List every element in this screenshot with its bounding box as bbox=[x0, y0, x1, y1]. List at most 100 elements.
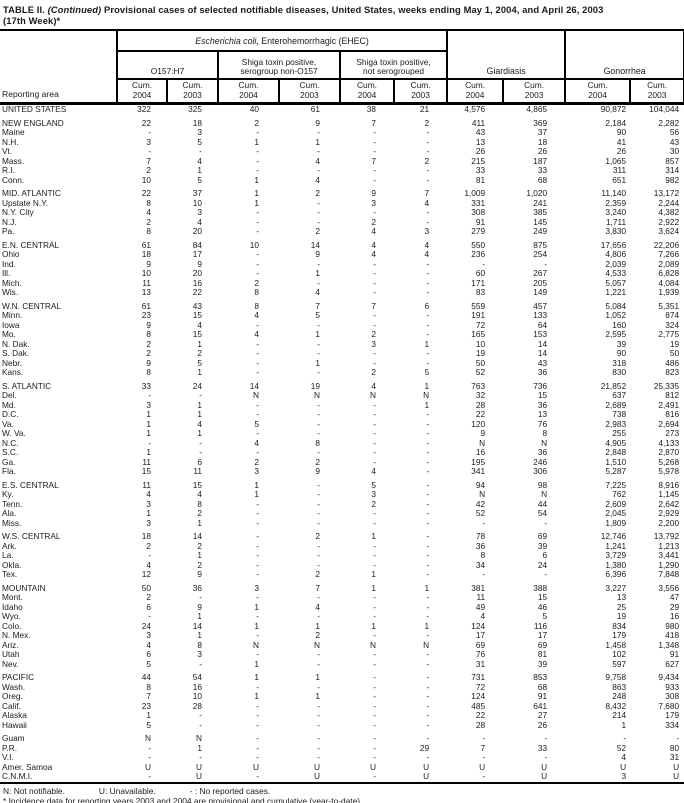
value-cell: - bbox=[256, 156, 259, 166]
value-cell: 273 bbox=[665, 429, 680, 438]
value-cell: - bbox=[256, 518, 259, 528]
value-cell: - bbox=[199, 659, 202, 669]
value-cell: 550 bbox=[471, 240, 486, 250]
value-cell: 4 bbox=[315, 602, 320, 612]
value-cell: 2,282 bbox=[658, 118, 680, 128]
value-cell: 72 bbox=[475, 320, 486, 330]
value-cell: - bbox=[426, 673, 430, 682]
value-cell: - bbox=[256, 250, 259, 259]
value-cell: 4 bbox=[197, 217, 202, 227]
value-cell: 11 bbox=[476, 593, 486, 602]
reporting-area-cell: Vt. bbox=[2, 147, 13, 156]
value-cell: 7,848 bbox=[658, 570, 680, 579]
value-cell: 50 bbox=[141, 583, 151, 593]
table-row: MOUNTAIN 50 36 3 7 1 1 381 388 3,227 3,556 bbox=[0, 584, 684, 594]
value-cell: U bbox=[541, 762, 548, 772]
value-cell: - bbox=[426, 682, 430, 692]
value-cell: - bbox=[373, 720, 376, 730]
value-cell: 762 bbox=[612, 490, 627, 499]
table-row: Ohio 18 17 - 9 4 4 236 254 4,806 7,266 bbox=[0, 250, 684, 260]
value-cell: - bbox=[373, 593, 376, 602]
value-cell: 5,351 bbox=[658, 301, 680, 311]
value-cell: 4 bbox=[197, 156, 202, 166]
reporting-area-cell: R.I. bbox=[2, 166, 15, 175]
value-cell: - bbox=[199, 753, 202, 762]
reporting-area-cell: W.S. CENTRAL bbox=[2, 532, 61, 541]
value-cell: - bbox=[199, 147, 202, 156]
value-cell: 18 bbox=[141, 532, 151, 541]
value-cell: - bbox=[426, 269, 430, 278]
value-cell: 2 bbox=[254, 118, 259, 128]
value-cell: - bbox=[426, 311, 430, 320]
value-cell: 3 bbox=[254, 467, 259, 476]
value-cell: 823 bbox=[665, 368, 680, 377]
reporting-area-cell: Kans. bbox=[2, 368, 24, 377]
value-cell: 10 bbox=[192, 692, 202, 701]
value-cell: 2,983 bbox=[605, 419, 627, 429]
value-cell: 17 bbox=[537, 631, 548, 640]
value-cell: - bbox=[256, 650, 259, 659]
value-cell: 5,978 bbox=[658, 467, 680, 476]
value-cell: 14 bbox=[192, 621, 202, 631]
value-cell: - bbox=[426, 175, 430, 185]
value-cell: 2,089 bbox=[658, 259, 680, 269]
value-cell: 411 bbox=[471, 118, 486, 128]
value-cell: 36 bbox=[475, 541, 486, 551]
table-title-week: (17th Week)* bbox=[3, 15, 61, 26]
value-cell: - bbox=[426, 320, 430, 330]
value-cell: 54 bbox=[537, 509, 548, 518]
value-cell: - bbox=[317, 612, 320, 621]
value-cell: - bbox=[373, 311, 376, 320]
reporting-area-cell: Ohio bbox=[2, 250, 20, 259]
value-cell: - bbox=[373, 541, 376, 551]
value-cell: N bbox=[314, 640, 320, 650]
value-cell: - bbox=[373, 288, 376, 297]
value-cell: - bbox=[317, 711, 320, 720]
table-row: Tenn. 3 8 - - 2 - 42 44 2,609 2,642 bbox=[0, 500, 684, 510]
reporting-area-cell: Miss. bbox=[2, 518, 22, 528]
value-cell: 6 bbox=[146, 602, 151, 612]
value-cell: 1 bbox=[197, 410, 202, 419]
value-cell: 17 bbox=[475, 631, 486, 640]
value-cell: 1 bbox=[254, 175, 259, 185]
value-cell: 3 bbox=[371, 490, 376, 499]
value-cell: 26 bbox=[475, 147, 486, 156]
value-cell: - bbox=[148, 128, 151, 137]
value-cell: - bbox=[256, 368, 259, 377]
value-cell: - bbox=[199, 593, 202, 602]
value-cell: 1 bbox=[371, 583, 376, 593]
footnotes: N: Not notifiable. U: Unavailable. - : No … bbox=[0, 786, 684, 803]
value-cell: - bbox=[426, 438, 430, 448]
value-cell: 2 bbox=[254, 278, 259, 288]
value-cell: 43 bbox=[192, 301, 202, 311]
value-cell: - bbox=[373, 320, 376, 330]
reporting-area-cell: N. Dak. bbox=[2, 339, 30, 349]
value-cell: 4,382 bbox=[658, 208, 680, 217]
value-cell: - bbox=[317, 701, 320, 711]
value-cell: 1,241 bbox=[605, 541, 627, 551]
value-cell: 49 bbox=[475, 602, 486, 612]
value-cell: - bbox=[373, 701, 376, 711]
value-cell: - bbox=[373, 772, 376, 781]
value-cell: - bbox=[256, 509, 259, 518]
table-title-continued: (Continued) bbox=[47, 4, 102, 15]
value-cell: - bbox=[373, 631, 376, 640]
value-cell: - bbox=[256, 701, 259, 711]
value-cell: 2 bbox=[146, 166, 151, 175]
value-cell: 5 bbox=[424, 368, 430, 377]
value-cell: - bbox=[256, 349, 259, 358]
value-cell: 982 bbox=[665, 175, 680, 185]
value-cell: 24 bbox=[537, 560, 548, 570]
value-cell: - bbox=[373, 659, 376, 669]
value-cell: 1,939 bbox=[658, 288, 680, 297]
value-cell: - bbox=[256, 269, 259, 278]
value-cell: 195 bbox=[471, 457, 486, 467]
value-cell: 7 bbox=[371, 301, 376, 311]
value-cell: 14 bbox=[249, 381, 259, 391]
value-cell: 2 bbox=[197, 509, 202, 518]
value-cell: 8 bbox=[254, 301, 259, 311]
value-cell: 91 bbox=[669, 650, 680, 659]
value-cell: 485 bbox=[471, 701, 486, 711]
value-cell: 2 bbox=[315, 227, 320, 236]
value-cell: 5,287 bbox=[605, 467, 627, 476]
